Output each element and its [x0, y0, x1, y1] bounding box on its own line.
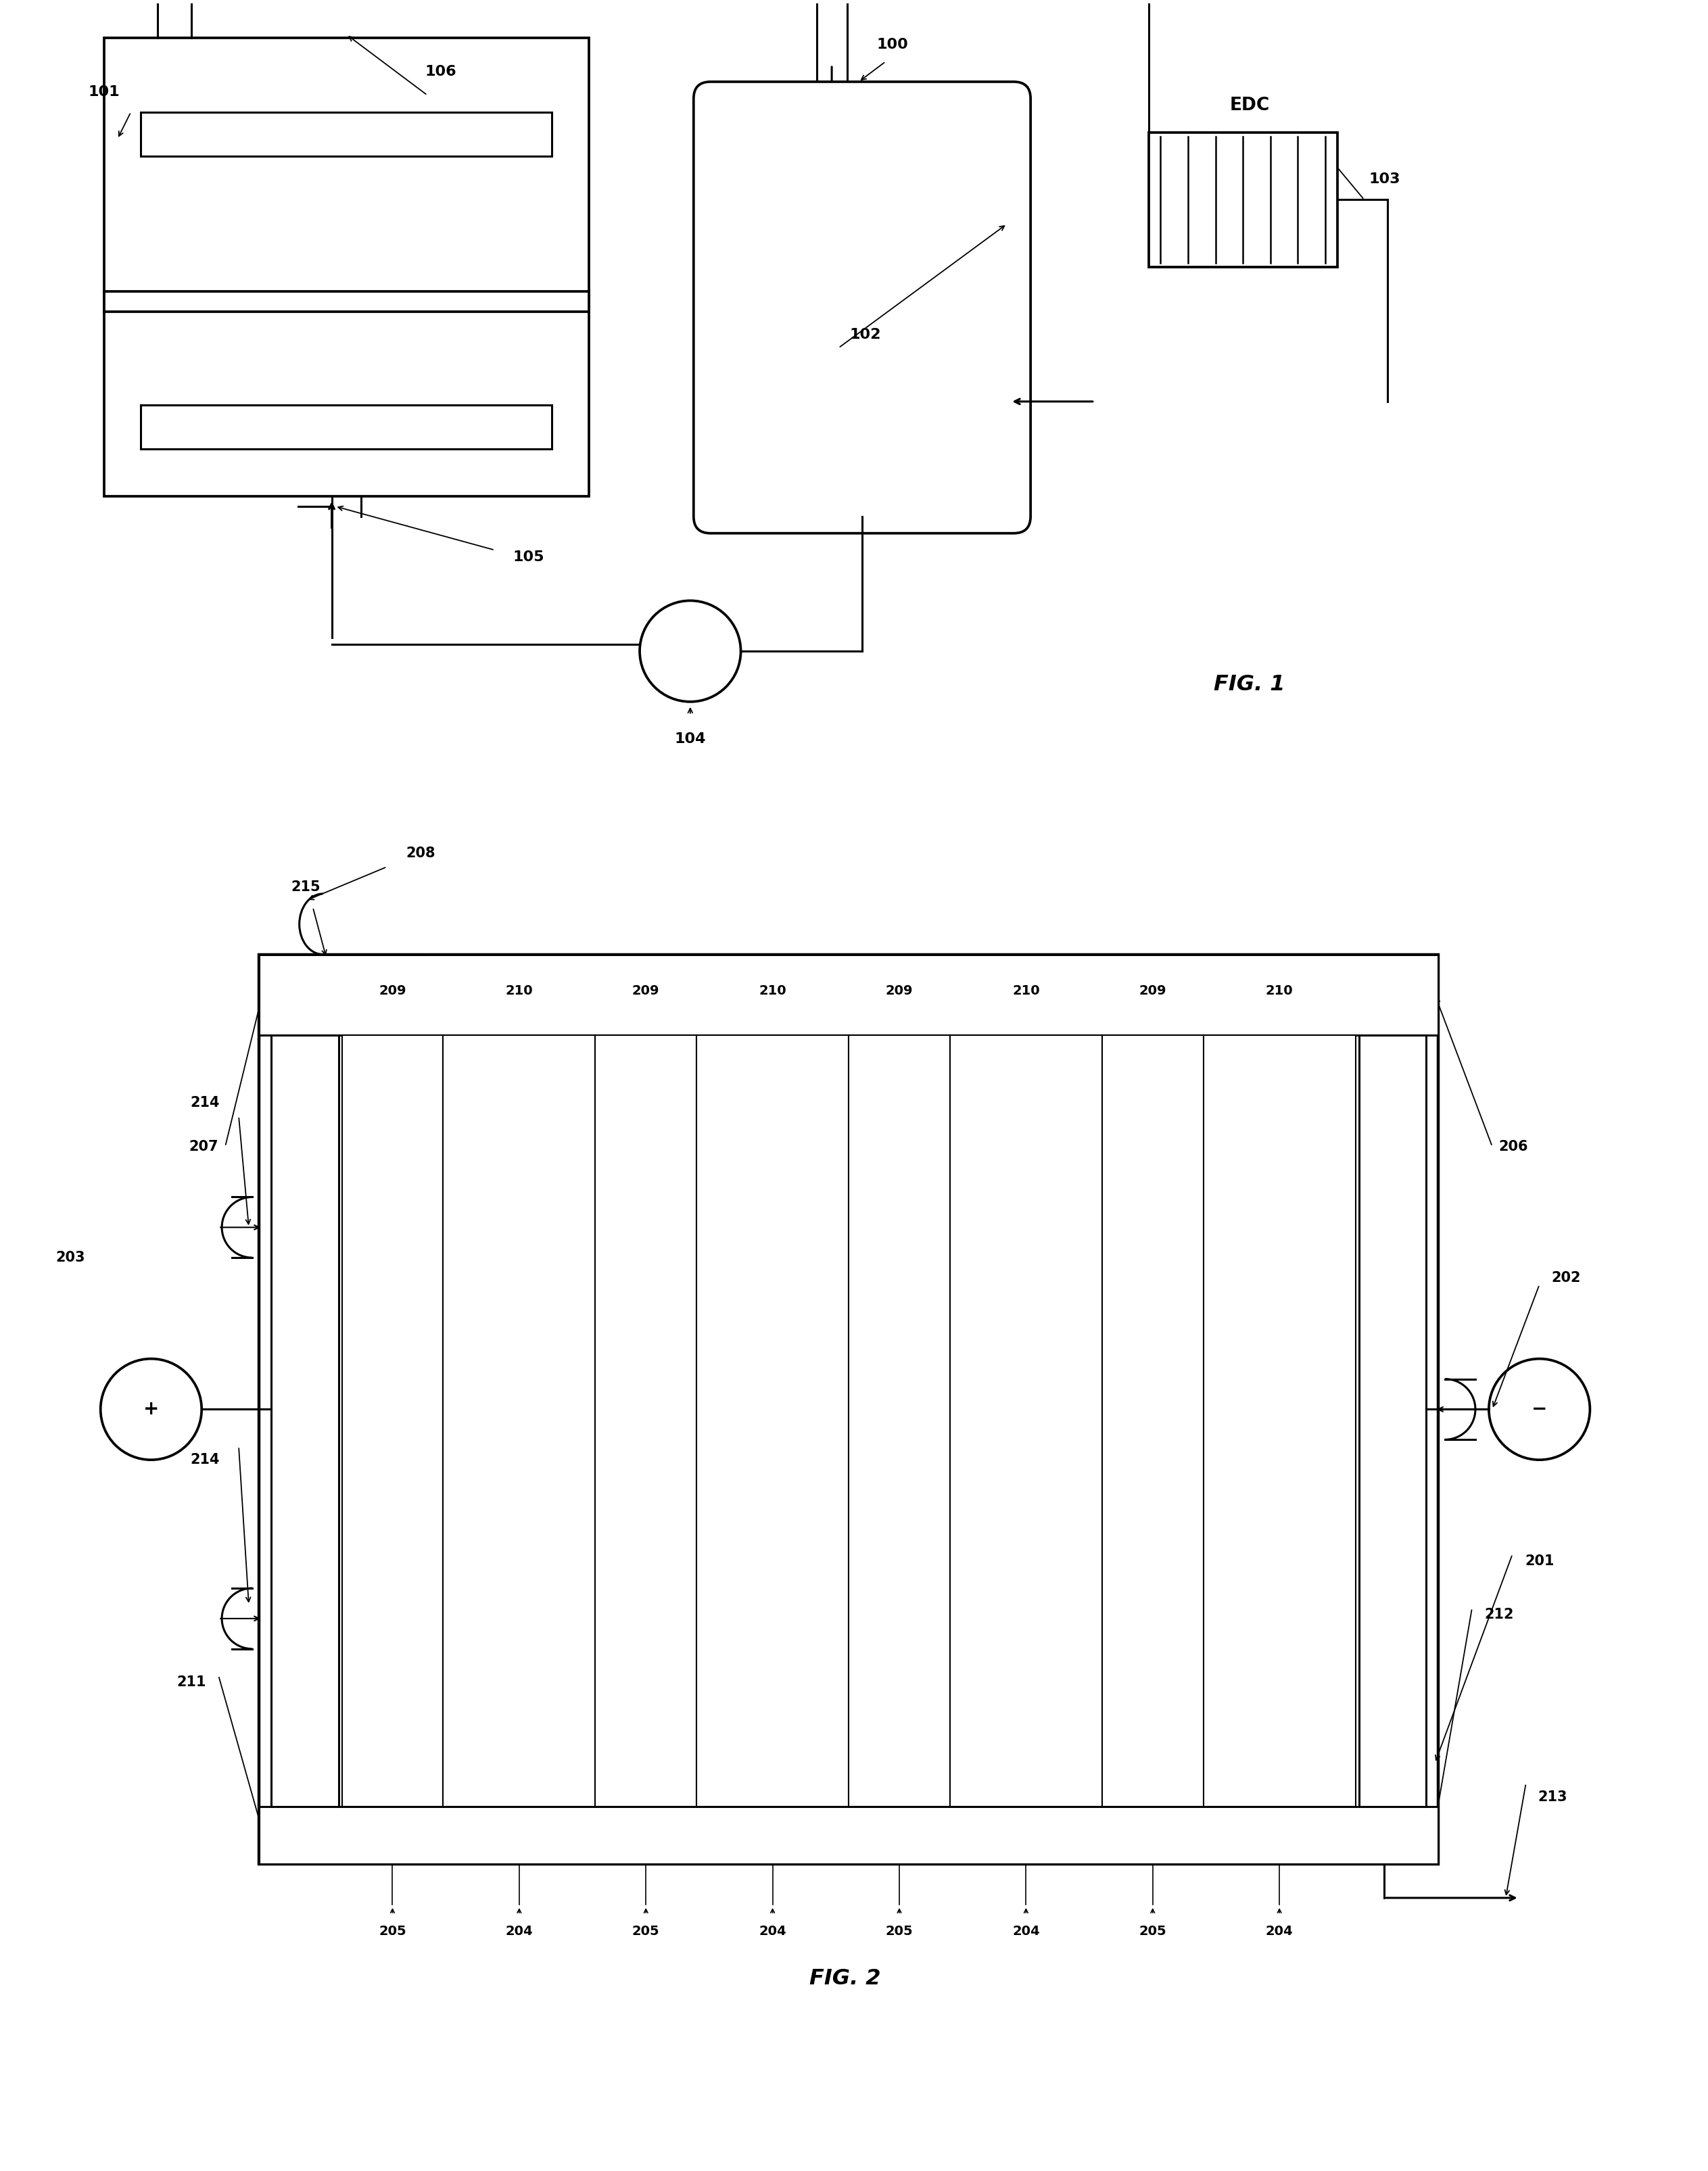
Text: 209: 209	[1139, 983, 1167, 996]
Text: 204: 204	[1266, 1926, 1293, 1939]
Bar	[1360, 1036, 1426, 1806]
Text: EDC: EDC	[1230, 96, 1269, 115]
Text: 100: 100	[876, 37, 909, 52]
Text: 210: 210	[758, 983, 786, 996]
Text: −: −	[1532, 1400, 1547, 1420]
Bar	[697, 1036, 849, 1806]
Bar	[104, 291, 589, 313]
Text: 212: 212	[1484, 1609, 1513, 1622]
Bar	[104, 37, 589, 497]
Bar	[142, 113, 552, 156]
Text: 205: 205	[379, 1926, 407, 1939]
Bar	[1148, 132, 1337, 267]
Text: 105: 105	[512, 549, 545, 564]
Bar	[260, 955, 1438, 1036]
Text: FIG. 1: FIG. 1	[1214, 675, 1284, 695]
Text: 209: 209	[379, 983, 407, 996]
Text: 205: 205	[1139, 1926, 1167, 1939]
Text: 215: 215	[292, 879, 321, 894]
Text: 204: 204	[506, 1926, 533, 1939]
Text: 103: 103	[1368, 174, 1401, 187]
Text: FIG. 2: FIG. 2	[810, 1969, 881, 1989]
Bar	[272, 1036, 338, 1806]
Bar	[1204, 1036, 1356, 1806]
Text: 211: 211	[178, 1676, 207, 1689]
Bar	[260, 1806, 1438, 1865]
Text: 207: 207	[190, 1140, 219, 1153]
Text: 206: 206	[1500, 1140, 1529, 1153]
Text: 204: 204	[1013, 1926, 1040, 1939]
Bar	[950, 1036, 1102, 1806]
Bar	[260, 955, 1438, 1865]
Text: 209: 209	[885, 983, 914, 996]
Text: 208: 208	[407, 847, 436, 860]
Bar	[342, 1036, 442, 1806]
Text: 202: 202	[1551, 1272, 1582, 1285]
Text: 210: 210	[506, 983, 533, 996]
Bar	[594, 1036, 697, 1806]
Text: 102: 102	[851, 328, 881, 341]
Text: 203: 203	[55, 1250, 85, 1264]
Bar	[1102, 1036, 1204, 1806]
Bar	[849, 1036, 950, 1806]
Text: 204: 204	[758, 1926, 786, 1939]
Text: 205: 205	[632, 1926, 659, 1939]
Text: 210: 210	[1013, 983, 1040, 996]
Text: 214: 214	[190, 1452, 220, 1468]
Text: 210: 210	[1266, 983, 1293, 996]
Text: +: +	[143, 1400, 159, 1420]
FancyBboxPatch shape	[693, 82, 1030, 534]
Text: 101: 101	[89, 85, 120, 98]
Text: 205: 205	[885, 1926, 914, 1939]
Text: 209: 209	[632, 983, 659, 996]
Bar	[142, 406, 552, 449]
Bar	[442, 1036, 594, 1806]
Text: 104: 104	[675, 732, 705, 745]
Text: 201: 201	[1525, 1554, 1554, 1567]
Text: 214: 214	[190, 1096, 220, 1109]
Text: 106: 106	[425, 65, 456, 78]
Text: 213: 213	[1539, 1791, 1568, 1804]
